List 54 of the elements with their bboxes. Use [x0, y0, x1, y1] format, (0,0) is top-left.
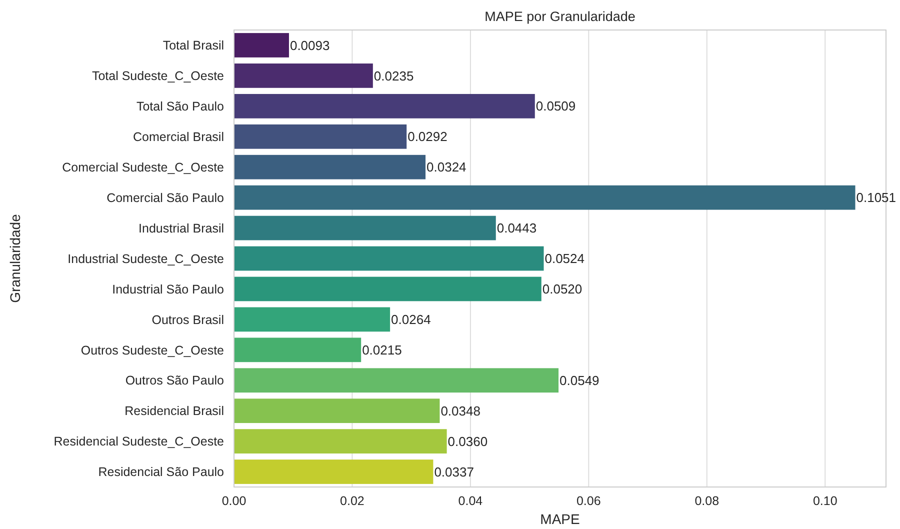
bar [234, 216, 496, 240]
y-tick-label: Total Sudeste_C_Oeste [92, 69, 224, 84]
bar [234, 185, 856, 210]
data-label: 0.0348 [440, 403, 480, 418]
data-label: 0.1051 [856, 190, 896, 206]
y-tick-label: Residencial Sudeste_C_Oeste [54, 434, 224, 449]
data-label: 0.0235 [374, 68, 414, 84]
y-tick-label: Industrial Brasil [138, 221, 224, 236]
data-label: 0.0360 [448, 434, 488, 449]
y-tick-label: Comercial Sudeste_C_Oeste [62, 160, 224, 174]
bar [234, 368, 559, 393]
x-tick-label: 0.00 [222, 494, 246, 508]
y-tick-label: Total Brasil [162, 38, 224, 53]
bar [234, 460, 434, 484]
bar [234, 124, 407, 149]
data-label: 0.0549 [560, 372, 600, 388]
bar [234, 33, 289, 58]
y-tick-label: Comercial São Paulo [106, 190, 224, 205]
data-label: 0.0443 [496, 220, 537, 236]
x-tick-label: 0.02 [340, 494, 364, 508]
y-tick-label: Outros Sudeste_C_Oeste [80, 343, 224, 358]
bar [234, 64, 373, 88]
x-tick-label: 0.04 [458, 494, 483, 508]
data-label: 0.0093 [290, 38, 330, 53]
y-tick-label: Industrial São Paulo [112, 282, 224, 296]
bar [234, 246, 544, 271]
y-tick-label: Total São Paulo [136, 100, 224, 114]
data-label: 0.0264 [391, 312, 431, 327]
data-label: 0.0524 [544, 251, 585, 266]
y-axis-title: Granularidade [7, 214, 23, 303]
y-tick-label: Outros Brasil [152, 312, 224, 327]
data-label: 0.0292 [408, 129, 448, 144]
bar [234, 94, 535, 118]
data-label: 0.0520 [542, 282, 582, 297]
data-label: 0.0509 [536, 98, 576, 114]
y-tick-label: Comercial Brasil [133, 130, 224, 144]
data-label: 0.0215 [362, 342, 402, 358]
chart-title: MAPE por Granularidade [484, 9, 636, 24]
x-axis-title: MAPE [540, 511, 580, 527]
y-tick-label: Industrial Sudeste_C_Oeste [68, 252, 224, 266]
bar [234, 276, 542, 302]
data-label: 0.0324 [426, 160, 466, 175]
bar [234, 307, 390, 332]
y-tick-label: Residencial Brasil [124, 404, 224, 418]
x-tick-label: 0.08 [694, 494, 720, 508]
bar [234, 398, 440, 424]
y-tick-label: Residencial São Paulo [98, 465, 224, 480]
y-tick-label: Outros São Paulo [125, 374, 224, 388]
bar [234, 154, 426, 180]
x-tick-label: 0.10 [812, 494, 838, 508]
bar [234, 338, 362, 362]
x-tick-label: 0.06 [576, 494, 601, 508]
data-label: 0.0337 [434, 464, 474, 480]
bar [234, 429, 447, 454]
